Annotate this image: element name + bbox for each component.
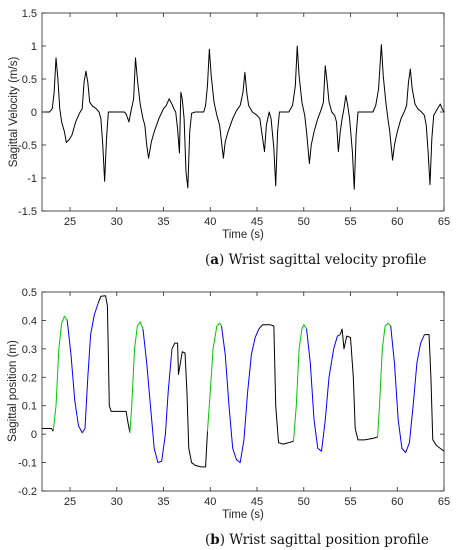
position-series-line-15 xyxy=(424,334,445,452)
velocity-y-tick-label: -1.5 xyxy=(18,206,37,218)
position-y-tick-label: 0.2 xyxy=(22,372,37,384)
velocity-series-line-0 xyxy=(42,44,445,190)
position-series-line-7 xyxy=(206,322,222,432)
position-x-tick-label: 65 xyxy=(438,496,450,508)
velocity-x-tick-label: 30 xyxy=(111,216,123,228)
position-x-tick-label: 30 xyxy=(111,496,123,508)
position-caption-text: Wrist sagittal position profile xyxy=(229,532,429,548)
position-series-line-2 xyxy=(66,303,99,434)
velocity-ticks-layer: 25 30 35 40 45 50 55 60 65 -1.5 -1 -0.5 0 0.5 1 1.5 xyxy=(18,8,450,228)
position-series-line-9 xyxy=(258,324,294,445)
position-series-line-5 xyxy=(142,328,173,464)
position-y-tick-label: 0 xyxy=(31,429,37,441)
velocity-x-axis-label: Time (s) xyxy=(222,229,264,241)
position-y-axis-label: Sagittal position (m) xyxy=(7,340,19,442)
position-x-tick-label: 60 xyxy=(391,496,403,508)
position-series-line-12 xyxy=(339,328,378,441)
velocity-y-tick-label: -1 xyxy=(27,173,37,185)
position-y-tick-label: 0.5 xyxy=(22,287,37,299)
position-series-line-3 xyxy=(97,295,131,433)
position-series-line-8 xyxy=(221,326,260,464)
position-x-tick-label: 50 xyxy=(298,496,310,508)
position-plot-area xyxy=(41,291,445,492)
position-chart: 25 30 35 40 45 50 55 60 65 -0.2 -0.1 0 0.1 0.2 0.3 0.4 0… xyxy=(7,287,450,521)
position-series-line-11 xyxy=(306,328,341,452)
velocity-y-tick-label: 0 xyxy=(31,107,37,119)
position-series-line-13 xyxy=(377,322,392,438)
velocity-chart: 25 30 35 40 45 50 55 60 65 -1.5 -1 -0.5 0 0.5 1 1.5 Tim… xyxy=(8,8,450,241)
velocity-x-tick-label: 60 xyxy=(391,216,403,228)
velocity-y-axis-label: Sagittal Velocity (m/s) xyxy=(8,57,20,168)
position-x-tick-label: 45 xyxy=(251,496,263,508)
position-y-tick-label: 0.3 xyxy=(22,344,37,356)
velocity-x-tick-label: 55 xyxy=(344,216,356,228)
velocity-y-tick-label: 1.5 xyxy=(22,8,37,20)
position-x-tick-label: 55 xyxy=(344,496,356,508)
velocity-caption: (a) Wrist sagittal velocity profile xyxy=(205,252,427,268)
velocity-caption-letter: a xyxy=(210,252,219,268)
position-series-line-10 xyxy=(292,324,307,442)
velocity-y-tick-label: 1 xyxy=(31,41,37,53)
position-series-line-14 xyxy=(390,326,425,454)
velocity-x-tick-label: 45 xyxy=(251,216,263,228)
position-y-tick-label: -0.2 xyxy=(18,486,37,498)
position-series-layer xyxy=(42,295,445,468)
position-caption: (b) Wrist sagittal position profile xyxy=(205,532,429,548)
position-y-tick-label: 0.1 xyxy=(22,401,37,413)
position-ticks-layer: 25 30 35 40 45 50 55 60 65 -0.2 -0.1 0 0.1 0.2 0.3 0.4 0… xyxy=(18,287,450,508)
velocity-x-tick-label: 35 xyxy=(157,216,169,228)
velocity-x-tick-label: 50 xyxy=(298,216,310,228)
position-x-tick-label: 35 xyxy=(157,496,169,508)
velocity-plot-area xyxy=(41,12,445,212)
velocity-series-layer xyxy=(42,44,445,190)
position-series-line-4 xyxy=(129,321,144,433)
velocity-y-tick-label: 0.5 xyxy=(22,74,37,86)
velocity-caption-text: Wrist sagittal velocity profile xyxy=(229,252,427,268)
velocity-x-tick-label: 25 xyxy=(64,216,76,228)
velocity-x-tick-label: 65 xyxy=(438,216,450,228)
position-y-tick-label: 0.4 xyxy=(22,315,37,327)
position-series-line-1 xyxy=(52,315,68,432)
velocity-x-tick-label: 40 xyxy=(204,216,216,228)
position-x-tick-label: 25 xyxy=(64,496,76,508)
position-caption-letter: b xyxy=(210,532,219,548)
velocity-y-tick-label: -0.5 xyxy=(18,140,37,152)
position-x-axis-label: Time (s) xyxy=(222,509,264,521)
position-series-line-0 xyxy=(42,427,54,432)
position-series-line-6 xyxy=(171,342,208,468)
position-x-tick-label: 40 xyxy=(204,496,216,508)
position-y-tick-label: -0.1 xyxy=(18,458,37,470)
